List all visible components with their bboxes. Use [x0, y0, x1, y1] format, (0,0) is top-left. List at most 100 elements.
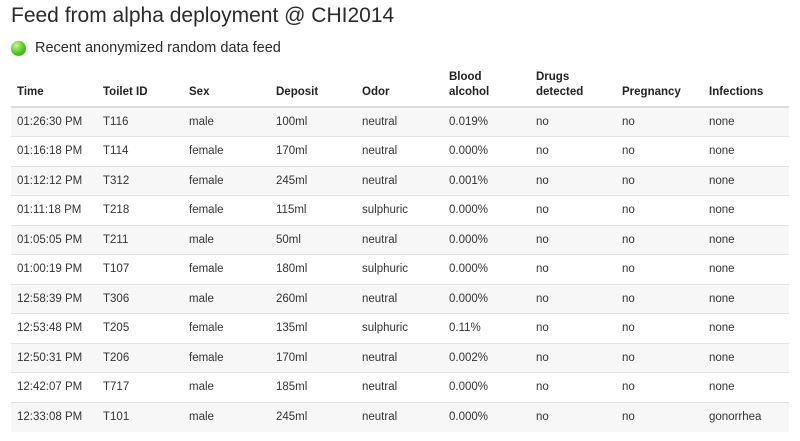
cell-pregnancy: no — [616, 106, 703, 137]
cell-toilet-id: T211 — [97, 224, 183, 255]
cell-toilet-id: T312 — [97, 165, 183, 196]
column-header-deposit: Deposit — [270, 70, 356, 108]
cell-pregnancy: no — [616, 313, 703, 343]
cell-time: 12:53:48 PM — [11, 313, 97, 343]
cell-deposit: 135ml — [270, 313, 356, 343]
cell-infections: none — [703, 195, 789, 225]
cell-drugs-detected: no — [530, 313, 616, 343]
cell-toilet-id: T206 — [97, 342, 183, 373]
column-header-drugs-detected: Drugs detected — [530, 70, 616, 108]
table-row: 01:12:12 PM T312 female 245ml neutral 0.001% n… — [11, 165, 789, 196]
cell-sex: female — [183, 313, 270, 343]
page-title: Feed from alpha deployment @ CHI2014 — [11, 4, 395, 27]
cell-deposit: 115ml — [270, 195, 356, 225]
table-row: 12:33:08 PM T101 male 245ml neutral 0.000% no n… — [11, 401, 789, 432]
cell-pregnancy: no — [616, 401, 703, 432]
cell-pregnancy: no — [616, 372, 703, 402]
cell-pregnancy: no — [616, 195, 703, 225]
cell-blood-alcohol: 0.000% — [443, 283, 530, 314]
cell-blood-alcohol: 0.000% — [443, 195, 530, 225]
cell-infections: none — [703, 372, 789, 402]
cell-infections: none — [703, 342, 789, 373]
cell-odor: neutral — [356, 283, 443, 314]
cell-odor: neutral — [356, 165, 443, 196]
cell-drugs-detected: no — [530, 224, 616, 255]
cell-time: 01:11:18 PM — [11, 195, 97, 225]
cell-infections: gonorrhea — [703, 401, 789, 432]
feed-status: Recent anonymized random data feed — [11, 40, 281, 56]
column-header-time: Time — [11, 70, 97, 108]
table-body: 01:26:30 PM T116 male 100ml neutral 0.019% no n… — [11, 106, 789, 432]
cell-pregnancy: no — [616, 136, 703, 166]
cell-infections: none — [703, 165, 789, 196]
cell-odor: neutral — [356, 342, 443, 373]
cell-sex: female — [183, 254, 270, 284]
table-row: 01:11:18 PM T218 female 115ml sulphuric 0.000… — [11, 195, 789, 225]
cell-sex: male — [183, 283, 270, 314]
cell-deposit: 100ml — [270, 106, 356, 137]
cell-odor: sulphuric — [356, 195, 443, 225]
cell-deposit: 185ml — [270, 372, 356, 402]
cell-blood-alcohol: 0.019% — [443, 106, 530, 137]
cell-infections: none — [703, 254, 789, 284]
cell-odor: neutral — [356, 372, 443, 402]
cell-toilet-id: T107 — [97, 254, 183, 284]
cell-blood-alcohol: 0.000% — [443, 224, 530, 255]
column-header-toilet-id: Toilet ID — [97, 70, 183, 108]
table-row: 01:26:30 PM T116 male 100ml neutral 0.019% no n… — [11, 106, 789, 137]
data-feed-table-container: Time Toilet ID Sex Deposit Odor Blood alcohol D… — [11, 70, 789, 432]
cell-sex: female — [183, 342, 270, 373]
cell-odor: neutral — [356, 401, 443, 432]
cell-drugs-detected: no — [530, 401, 616, 432]
column-header-label-line2: detected — [536, 86, 584, 98]
cell-odor: sulphuric — [356, 254, 443, 284]
column-header-label-line2: alcohol — [449, 86, 490, 98]
cell-deposit: 245ml — [270, 165, 356, 196]
table-header-row: Time Toilet ID Sex Deposit Odor Blood alcohol D… — [11, 70, 789, 108]
cell-toilet-id: T114 — [97, 136, 183, 166]
cell-toilet-id: T717 — [97, 372, 183, 402]
column-header-label: Infections — [709, 86, 764, 98]
cell-time: 12:50:31 PM — [11, 342, 97, 373]
cell-toilet-id: T218 — [97, 195, 183, 225]
table-row: 12:50:31 PM T206 female 170ml neutral 0.002% n… — [11, 342, 789, 373]
cell-blood-alcohol: 0.002% — [443, 342, 530, 373]
table-row: 01:00:19 PM T107 female 180ml sulphuric 0.000… — [11, 254, 789, 284]
column-header-label: Odor — [362, 86, 390, 98]
cell-sex: female — [183, 165, 270, 196]
cell-deposit: 260ml — [270, 283, 356, 314]
cell-infections: none — [703, 313, 789, 343]
cell-toilet-id: T116 — [97, 106, 183, 137]
cell-deposit: 50ml — [270, 224, 356, 255]
table-row: 01:05:05 PM T211 male 50ml neutral 0.000% no no… — [11, 224, 789, 255]
cell-time: 01:16:18 PM — [11, 136, 97, 166]
cell-pregnancy: no — [616, 165, 703, 196]
cell-drugs-detected: no — [530, 195, 616, 225]
cell-odor: neutral — [356, 106, 443, 137]
cell-time: 12:33:08 PM — [11, 401, 97, 432]
cell-drugs-detected: no — [530, 342, 616, 373]
cell-infections: none — [703, 136, 789, 166]
cell-deposit: 170ml — [270, 136, 356, 166]
column-header-infections: Infections — [703, 70, 789, 108]
cell-deposit: 170ml — [270, 342, 356, 373]
cell-toilet-id: T306 — [97, 283, 183, 314]
cell-toilet-id: T205 — [97, 313, 183, 343]
column-header-label: Sex — [189, 86, 210, 98]
column-header-label: Toilet ID — [103, 86, 148, 98]
cell-deposit: 245ml — [270, 401, 356, 432]
table-row: 12:42:07 PM T717 male 185ml neutral 0.000% no n… — [11, 372, 789, 402]
column-header-odor: Odor — [356, 70, 443, 108]
cell-drugs-detected: no — [530, 254, 616, 284]
cell-infections: none — [703, 283, 789, 314]
cell-drugs-detected: no — [530, 136, 616, 166]
cell-odor: neutral — [356, 136, 443, 166]
cell-infections: none — [703, 224, 789, 255]
cell-odor: sulphuric — [356, 313, 443, 343]
column-header-label: Drugs — [536, 71, 570, 83]
cell-time: 01:12:12 PM — [11, 165, 97, 196]
cell-time: 12:58:39 PM — [11, 283, 97, 314]
cell-drugs-detected: no — [530, 283, 616, 314]
cell-sex: male — [183, 401, 270, 432]
